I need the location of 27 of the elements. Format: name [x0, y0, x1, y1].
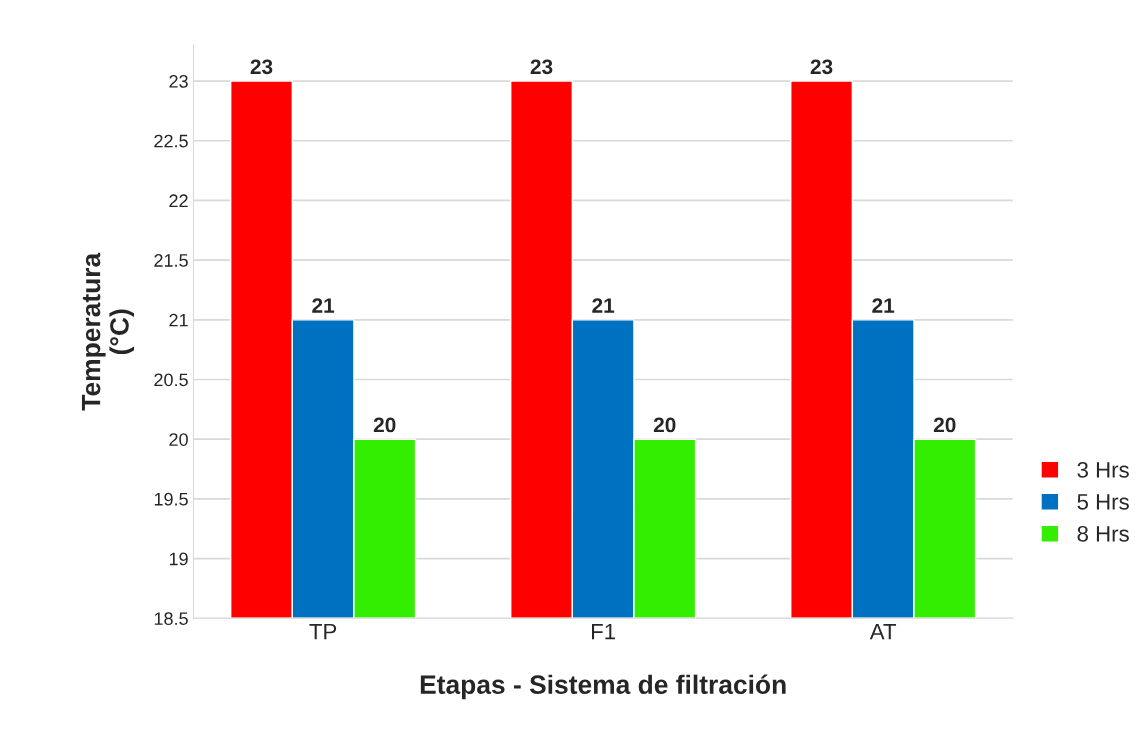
data-label: 21	[872, 298, 895, 313]
legend-label: 3 Hrs	[1077, 462, 1129, 478]
x-axis-title: Etapas - Sistema de filtración	[420, 674, 786, 700]
y-tick-label: 20.5	[154, 373, 188, 387]
y-tick-label: 19.5	[154, 492, 188, 506]
x-tick-label: TP	[309, 623, 337, 640]
y-axis-title: Temperatura (°C)	[81, 252, 135, 411]
data-label: 23	[530, 59, 553, 75]
y-tick-label: 21.5	[154, 254, 188, 267]
data-label: 20	[933, 417, 956, 433]
data-label: 20	[373, 417, 396, 433]
y-tick-label: 23	[169, 74, 188, 88]
data-label: 21	[592, 298, 615, 313]
legend-label: 5 Hrs	[1077, 494, 1129, 510]
y-tick-label: 19	[169, 552, 188, 566]
data-label: 20	[653, 417, 676, 433]
y-tick-label: 22	[169, 194, 188, 207]
x-tick-label: AT	[869, 623, 897, 640]
data-label: 21	[312, 298, 335, 313]
y-tick-label: 21	[169, 313, 188, 327]
y-tick-label: 18.5	[154, 612, 188, 625]
data-label: 23	[250, 59, 273, 75]
y-tick-label: 22.5	[154, 134, 188, 148]
data-label: 23	[810, 59, 833, 75]
legend-label: 8 Hrs	[1077, 525, 1129, 542]
x-tick-label: F1	[592, 623, 616, 640]
y-tick-label: 20	[169, 433, 188, 446]
